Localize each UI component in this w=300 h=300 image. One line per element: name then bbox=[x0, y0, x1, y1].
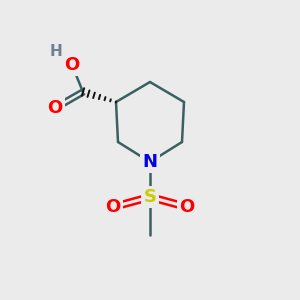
Text: H: H bbox=[50, 44, 62, 59]
Text: O: O bbox=[179, 198, 195, 216]
Text: N: N bbox=[142, 153, 158, 171]
Text: O: O bbox=[105, 198, 121, 216]
Text: O: O bbox=[47, 99, 63, 117]
Text: O: O bbox=[64, 56, 80, 74]
Text: S: S bbox=[143, 188, 157, 206]
